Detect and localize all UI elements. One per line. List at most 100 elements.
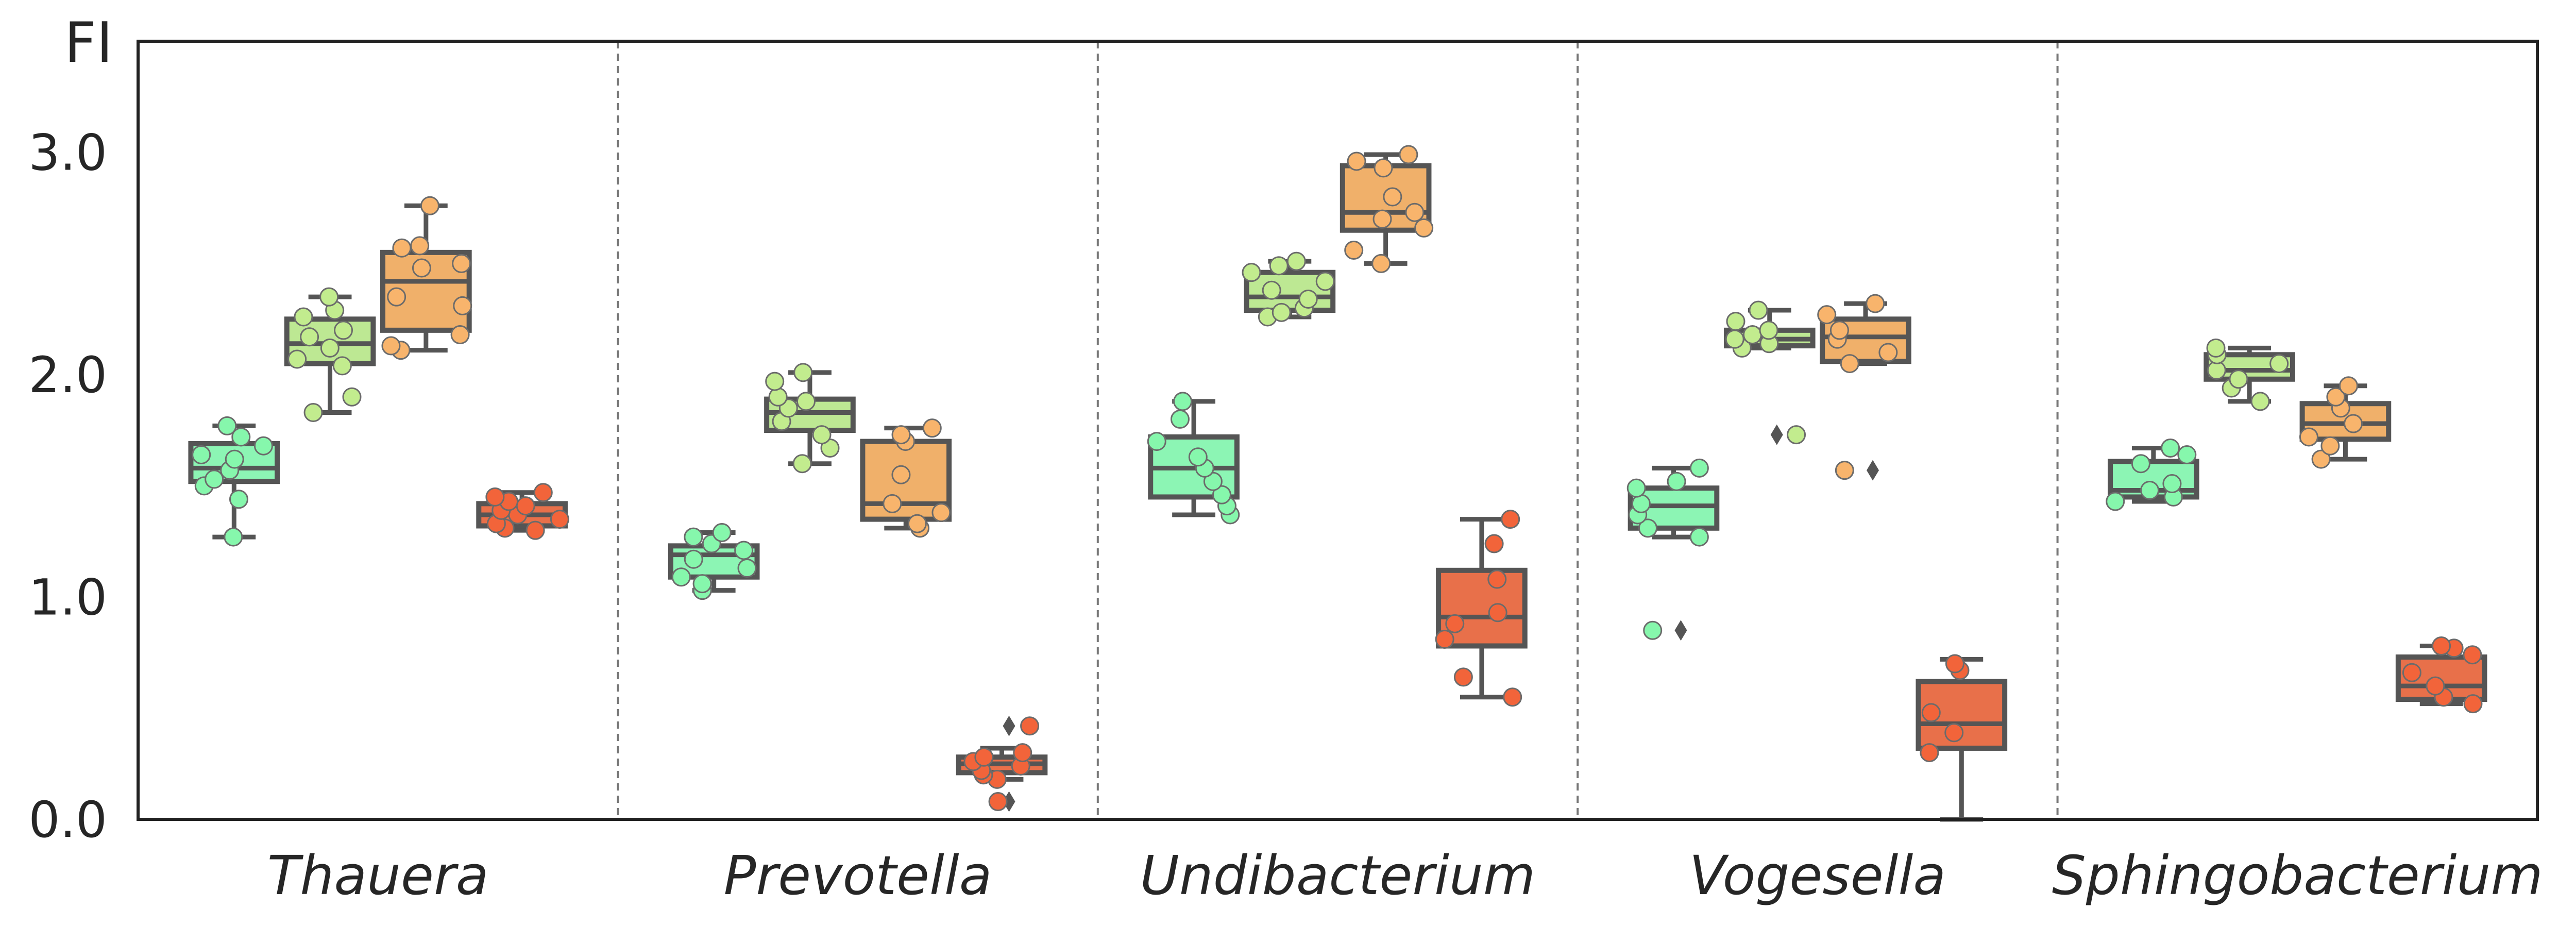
data-point [1147, 432, 1166, 451]
data-point [891, 465, 911, 484]
data-point [1725, 329, 1744, 349]
data-point [891, 425, 911, 445]
box-vogesella-1 [1628, 465, 1720, 641]
data-point [1262, 280, 1281, 300]
data-point [1643, 620, 1663, 640]
data-point [1405, 203, 1425, 222]
data-point [765, 372, 785, 391]
data-point [2131, 454, 2150, 474]
data-point [796, 392, 816, 411]
data-point [1414, 218, 1434, 238]
data-point [453, 296, 472, 315]
data-point [2320, 436, 2340, 456]
x-tick-label: Undibacterium [1140, 844, 1536, 907]
x-axis: Thauera Prevotella Undibacterium Vogesella S… [267, 844, 2543, 907]
box-vogesella-4 [1916, 657, 2008, 822]
data-point [1269, 256, 1289, 276]
data-point [793, 363, 813, 382]
data-point [692, 574, 712, 594]
data-point [1372, 209, 1392, 229]
data-point [1817, 305, 1837, 325]
data-point [450, 325, 470, 344]
data-point [737, 558, 757, 578]
data-point [1667, 472, 1686, 491]
data-point [712, 523, 732, 542]
data-point [1212, 485, 1231, 504]
box-undibacterium-4 [1436, 517, 1528, 700]
data-point [1344, 241, 1364, 260]
data-point [812, 425, 832, 445]
data-point [342, 387, 362, 407]
data-point [1787, 425, 1806, 445]
x-tick-label: Prevotella [724, 844, 992, 907]
outlier-marker [1003, 715, 1015, 736]
data-point [1726, 312, 1745, 331]
data-point [332, 356, 352, 376]
data-point [792, 454, 812, 474]
data-point [533, 483, 553, 502]
data-point [1689, 458, 1709, 478]
y-tick-label: 1.0 [28, 569, 107, 627]
data-point [1501, 510, 1520, 529]
data-point [412, 258, 431, 278]
data-point [1944, 723, 1964, 743]
data-point [1487, 569, 1507, 589]
data-point [1188, 447, 1208, 467]
data-point [1878, 343, 1898, 362]
y-axis: 0.0 1.0 2.0 3.0 [28, 124, 107, 849]
data-point [1435, 630, 1454, 649]
data-point [1920, 743, 1939, 763]
strip-points [192, 145, 2483, 811]
data-point [253, 436, 273, 456]
data-point [1638, 518, 1657, 538]
data-point [2206, 338, 2226, 358]
data-point [2344, 414, 2363, 433]
data-point [883, 494, 902, 513]
y-tick-label: 3.0 [28, 124, 107, 182]
x-tick-label: Thauera [267, 844, 489, 907]
data-point [387, 287, 406, 307]
data-point [1689, 527, 1709, 547]
data-point [2326, 387, 2346, 407]
data-point [1286, 251, 1306, 271]
data-point [1484, 534, 1504, 553]
data-point [1921, 703, 1941, 722]
data-point [2269, 354, 2289, 374]
data-point [2432, 636, 2451, 655]
y-tick-label: 2.0 [28, 346, 107, 404]
data-point [1829, 321, 1849, 340]
outlier-marker [1674, 620, 1687, 641]
box-body [1436, 567, 1528, 649]
data-point [1445, 614, 1465, 633]
data-point [1743, 325, 1762, 344]
data-point [2426, 676, 2445, 696]
category-separators [617, 41, 2059, 819]
data-point [907, 514, 927, 533]
data-point [550, 510, 569, 529]
data-point [225, 449, 244, 469]
data-point [1488, 603, 1507, 623]
data-point [684, 549, 703, 569]
data-point [1347, 152, 1366, 171]
data-point [2463, 694, 2483, 714]
y-axis-label: FI [64, 11, 113, 75]
y-tick-label: 0.0 [28, 791, 107, 849]
data-point [319, 287, 339, 307]
data-point [300, 327, 319, 347]
data-point [1371, 254, 1391, 273]
data-point [1374, 158, 1393, 178]
data-point [2402, 663, 2421, 682]
data-point [734, 541, 754, 560]
data-point [1173, 392, 1193, 411]
data-point [2250, 392, 2270, 411]
data-point [320, 338, 340, 358]
data-point [671, 567, 691, 587]
data-point [974, 747, 994, 767]
data-point [922, 418, 942, 438]
box-series [188, 152, 2487, 822]
data-point [485, 487, 505, 507]
x-tick-label: Vogesella [1689, 844, 1946, 907]
data-point [334, 321, 353, 340]
data-point [2463, 645, 2482, 665]
